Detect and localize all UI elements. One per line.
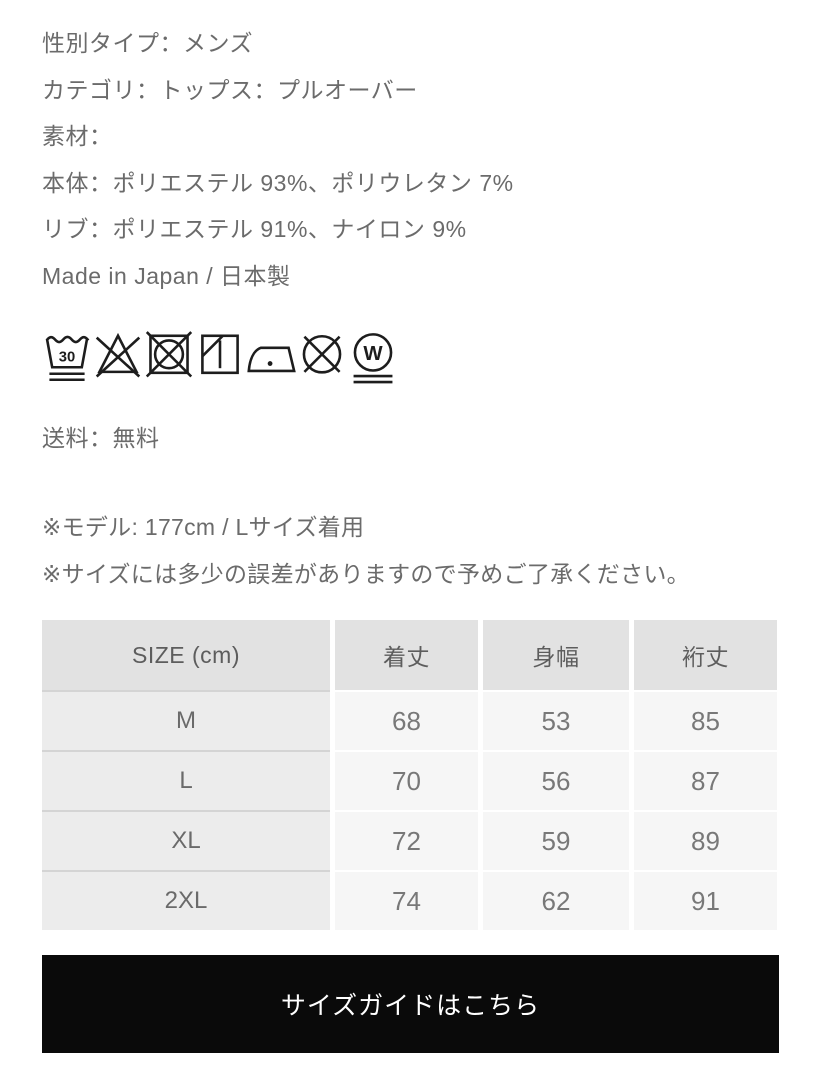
model-note-line: ※モデル: 177cm / Lサイズ着用 (42, 514, 365, 540)
size-label-l: L (42, 750, 330, 810)
wet-clean-very-gentle-icon: W (348, 326, 398, 390)
do-not-tumble-dry-icon (144, 326, 194, 390)
size-label-xl: XL (42, 810, 330, 870)
size-label-2xl: 2XL (42, 870, 330, 930)
size-table-header-size: SIZE (cm) (42, 620, 330, 690)
table-cell: 70 (335, 750, 478, 810)
table-cell: 59 (483, 810, 629, 870)
wash-30-very-gentle-icon: 30 (42, 326, 92, 390)
table-cell: 56 (483, 750, 629, 810)
table-cell: 91 (634, 870, 777, 930)
size-tolerance-note-line: ※サイズには多少の誤差がありますので予めご了承ください。 (42, 561, 690, 587)
size-table-header-length: 着丈 (335, 620, 478, 690)
size-guide-button-label: サイズガイドはこちら (280, 992, 541, 1020)
table-cell: 85 (634, 690, 777, 750)
size-table-header-width: 身幅 (483, 620, 629, 690)
material-body-line: 本体：ポリエステル 93%、ポリウレタン 7% (42, 169, 514, 196)
table-cell: 74 (335, 870, 478, 930)
category-line: カテゴリ：トップス：プルオーバー (42, 76, 418, 103)
notes-block: ※モデル: 177cm / Lサイズ着用 ※サイズには多少の誤差がありますので予… (42, 504, 779, 598)
gender-type-line: 性別タイプ：メンズ (42, 30, 254, 56)
svg-text:30: 30 (59, 350, 75, 366)
iron-low-heat-icon (246, 326, 296, 390)
table-cell: 89 (634, 810, 777, 870)
table-cell: 68 (335, 690, 478, 750)
do-not-dry-clean-icon (297, 326, 347, 390)
size-guide-button[interactable]: サイズガイドはこちら (42, 955, 779, 1053)
size-table: SIZE (cm) 着丈 身幅 裄丈 M 68 53 85 L 70 56 87… (42, 620, 779, 930)
size-table-header-sleeve: 裄丈 (634, 620, 777, 690)
drip-dry-in-shade-icon (195, 326, 245, 390)
care-symbols-row: 30 (42, 326, 779, 390)
shipping-line: 送料：無料 (42, 425, 160, 451)
table-cell: 62 (483, 870, 629, 930)
made-in-line: Made in Japan / 日本製 (42, 262, 291, 289)
size-label-m: M (42, 690, 330, 750)
svg-text:W: W (363, 343, 383, 365)
table-cell: 87 (634, 750, 777, 810)
table-cell: 72 (335, 810, 478, 870)
material-heading-line: 素材： (42, 123, 113, 149)
product-info-block: 性別タイプ：メンズ カテゴリ：トップス：プルオーバー 素材： 本体：ポリエステル… (42, 0, 779, 299)
material-rib-line: リブ：ポリエステル 91%、ナイロン 9% (42, 216, 467, 242)
table-cell: 53 (483, 690, 629, 750)
do-not-bleach-icon (93, 326, 143, 390)
